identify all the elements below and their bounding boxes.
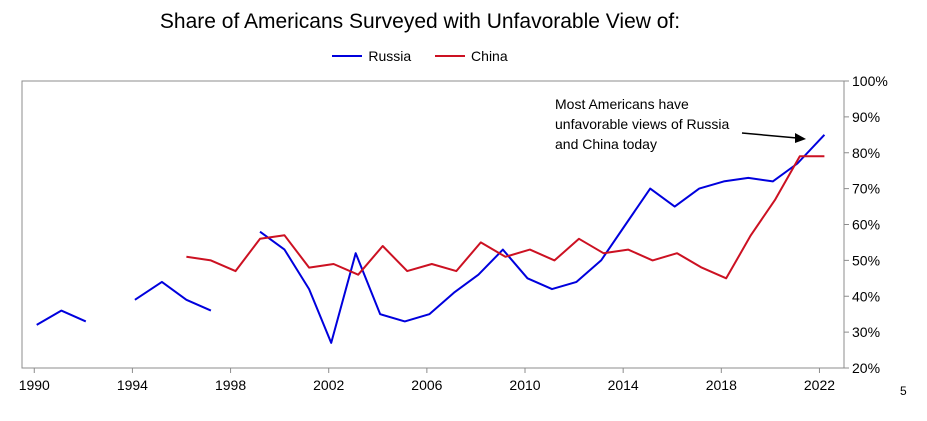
y-tick-label: 90% (852, 109, 880, 125)
y-tick-label: 40% (852, 288, 880, 304)
y-tick-label: 60% (852, 217, 880, 233)
legend-swatch-china (435, 55, 466, 57)
x-tick-label: 2006 (411, 377, 442, 393)
series-line-russia (259, 134, 826, 344)
series-line-russia (134, 280, 212, 312)
x-tick-label: 2002 (313, 377, 344, 393)
y-tick-label: 30% (852, 324, 880, 340)
chart-title: Share of Americans Surveyed with Unfavor… (159, 10, 681, 33)
annotation-text-line: unfavorable views of Russia (555, 116, 730, 132)
annotation-text-line: and China today (555, 136, 657, 152)
series-line-china (186, 155, 825, 280)
legend-item-china: China (435, 48, 508, 64)
chart-legend: Russia China (0, 44, 840, 64)
y-tick-label: 80% (852, 145, 880, 161)
y-tick-label: 70% (852, 181, 880, 197)
annotation-arrow-line (741, 132, 798, 139)
x-tick-label: 1990 (19, 377, 50, 393)
x-tick-label: 2018 (706, 377, 737, 393)
y-tick-label: 20% (852, 360, 880, 376)
legend-swatch-russia (332, 55, 363, 57)
x-tick-label: 1994 (117, 377, 148, 393)
x-tick-label: 2014 (608, 377, 639, 393)
legend-item-russia: Russia (332, 48, 411, 64)
x-tick-label: 2010 (509, 377, 540, 393)
series-line-russia (36, 309, 87, 326)
legend-label-china: China (471, 48, 508, 64)
annotation-text-line: Most Americans have (555, 96, 689, 112)
annotation-arrowhead (795, 133, 806, 143)
y-tick-label: 100% (852, 73, 888, 89)
legend-label-russia: Russia (368, 48, 412, 64)
y-tick-label: 50% (852, 252, 880, 268)
page-number: 5 (900, 384, 907, 398)
x-tick-label: 1998 (215, 377, 246, 393)
x-tick-label: 2022 (804, 377, 835, 393)
